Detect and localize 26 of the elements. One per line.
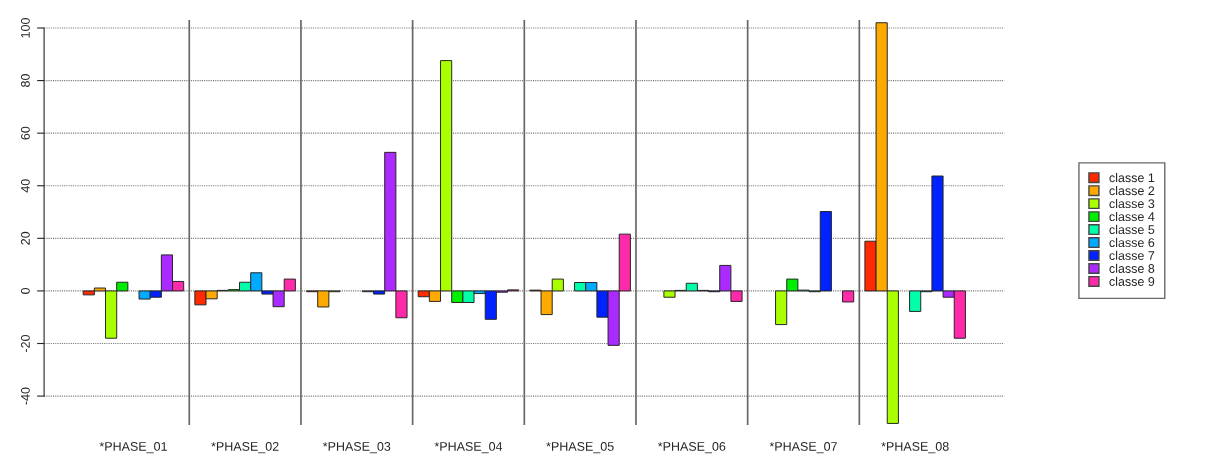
legend-label: classe 2	[1109, 185, 1155, 196]
y-tick-label: 40	[20, 179, 30, 193]
x-tick-label: *PHASE_01	[99, 442, 167, 454]
legend-label: classe 6	[1109, 237, 1155, 248]
legend-label: classe 4	[1109, 211, 1155, 222]
x-tick-label: *PHASE_02	[211, 442, 279, 454]
y-tick-label: 80	[20, 74, 30, 87]
y-tick-label: 60	[20, 126, 30, 140]
x-tick-label: *PHASE_08	[881, 442, 949, 454]
y-tick-label: 0	[20, 287, 30, 294]
legend-label: classe 5	[1109, 224, 1155, 235]
y-tick-label: -20	[20, 334, 30, 352]
legend-label: classe 3	[1109, 198, 1155, 209]
x-tick-label: *PHASE_06	[657, 442, 726, 454]
bar	[842, 290, 855, 303]
x-tick-label: *PHASE_04	[434, 442, 503, 454]
x-tick-label: *PHASE_03	[322, 442, 391, 454]
x-tick-label: *PHASE_07	[769, 442, 837, 454]
legend-label: classe 1	[1109, 172, 1155, 183]
legend-label: classe 9	[1109, 276, 1155, 286]
y-tick-label: -40	[20, 387, 30, 405]
y-tick-label: 20	[20, 231, 30, 245]
x-tick-label: *PHASE_05	[546, 442, 614, 454]
legend-label: classe 7	[1109, 250, 1155, 260]
y-tick-label: 100	[20, 18, 30, 38]
legend-label: classe 8	[1109, 263, 1155, 273]
